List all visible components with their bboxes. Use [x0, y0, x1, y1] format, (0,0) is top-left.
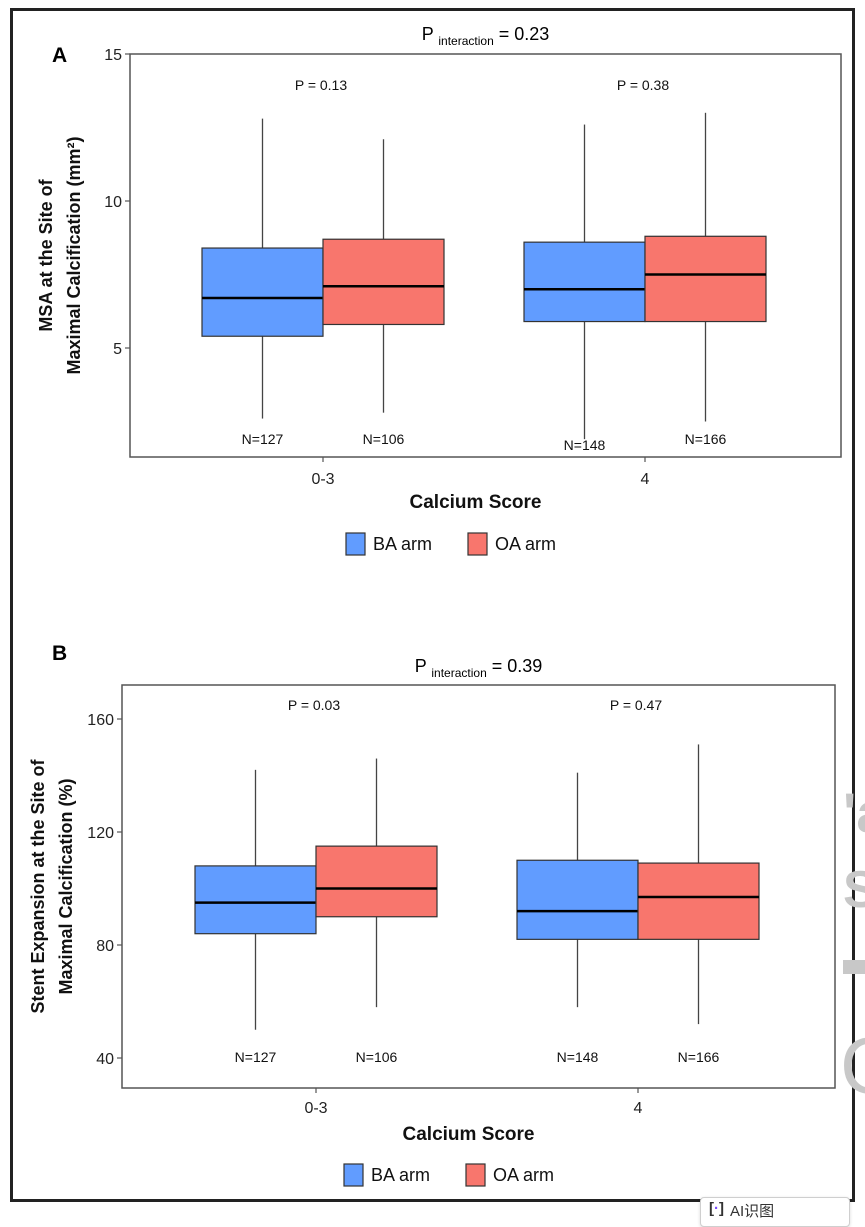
- x-tick-label: 0-3: [304, 1100, 327, 1117]
- group-p-value: P = 0.47: [610, 697, 663, 713]
- legend-label: BA arm: [373, 534, 432, 554]
- n-label: N=127: [242, 431, 284, 447]
- group-p-value: P = 0.38: [617, 77, 670, 93]
- panel-label: B: [52, 642, 67, 665]
- group-p-value: P = 0.13: [295, 77, 348, 93]
- figure-frame: [10, 8, 855, 1202]
- panel-title: P interaction = 0.39: [415, 656, 543, 680]
- y-tick-label: 10: [104, 194, 122, 211]
- n-label: N=148: [557, 1049, 599, 1065]
- group-p-value: P = 0.03: [288, 697, 341, 713]
- y-tick-label: 80: [96, 938, 114, 955]
- plot-area-border: [129, 53, 842, 458]
- box-ba-4: [523, 241, 646, 323]
- x-tick-label: 0-3: [311, 471, 334, 488]
- legend-swatch-ba: [345, 532, 366, 556]
- x-axis-label: Calcium Score: [403, 1124, 535, 1145]
- n-label: N=166: [678, 1049, 720, 1065]
- panel-title: P interaction = 0.23: [422, 24, 550, 48]
- legend-swatch-oa: [465, 1163, 486, 1187]
- legend-label: OA arm: [493, 1165, 554, 1185]
- legend-label: BA arm: [371, 1165, 430, 1185]
- n-label: N=127: [235, 1049, 277, 1065]
- title-value: = 0.39: [487, 656, 543, 676]
- title-subscript: interaction: [431, 666, 486, 680]
- box-oa-0-3: [315, 845, 438, 918]
- n-label: N=106: [363, 431, 405, 447]
- box-oa-4: [644, 235, 767, 323]
- n-label: N=166: [685, 431, 727, 447]
- x-tick-label: 4: [641, 471, 650, 488]
- y-axis-label-line1: Stent Expansion at the Site of: [28, 758, 48, 1013]
- y-tick-label: 5: [113, 341, 122, 358]
- legend-swatch-ba: [343, 1163, 364, 1187]
- y-tick-label: 15: [104, 47, 122, 64]
- x-axis-label: Calcium Score: [410, 492, 542, 513]
- title-p: P: [422, 24, 439, 44]
- scan-icon: [·]: [709, 1200, 724, 1217]
- box-ba-0-3: [201, 247, 324, 337]
- legend-label: OA arm: [495, 534, 556, 554]
- y-axis-label-line2: Maximal Calcification (%): [56, 778, 76, 994]
- n-label: N=106: [356, 1049, 398, 1065]
- y-tick-label: 160: [87, 712, 114, 729]
- y-axis-label-line2: Maximal Calcification (mm²): [64, 136, 84, 374]
- panel-label: A: [52, 44, 67, 67]
- box-ba-0-3: [194, 865, 317, 935]
- box-oa-0-3: [322, 238, 445, 326]
- box-ba-4: [516, 859, 639, 940]
- title-p: P: [415, 656, 432, 676]
- y-tick-label: 120: [87, 825, 114, 842]
- legend-swatch-oa: [467, 532, 488, 556]
- ai-image-recognition-button[interactable]: [·] AI识图: [700, 1197, 850, 1227]
- title-value: = 0.23: [494, 24, 550, 44]
- n-label: N=148: [564, 437, 606, 453]
- box-oa-4: [637, 862, 760, 940]
- y-axis-label-line1: MSA at the Site of: [36, 178, 56, 331]
- plot-area-border: [121, 684, 836, 1089]
- title-subscript: interaction: [438, 34, 493, 48]
- y-tick-label: 40: [96, 1051, 114, 1068]
- ai-button-label: AI识图: [730, 1203, 775, 1220]
- x-tick-label: 4: [634, 1100, 643, 1117]
